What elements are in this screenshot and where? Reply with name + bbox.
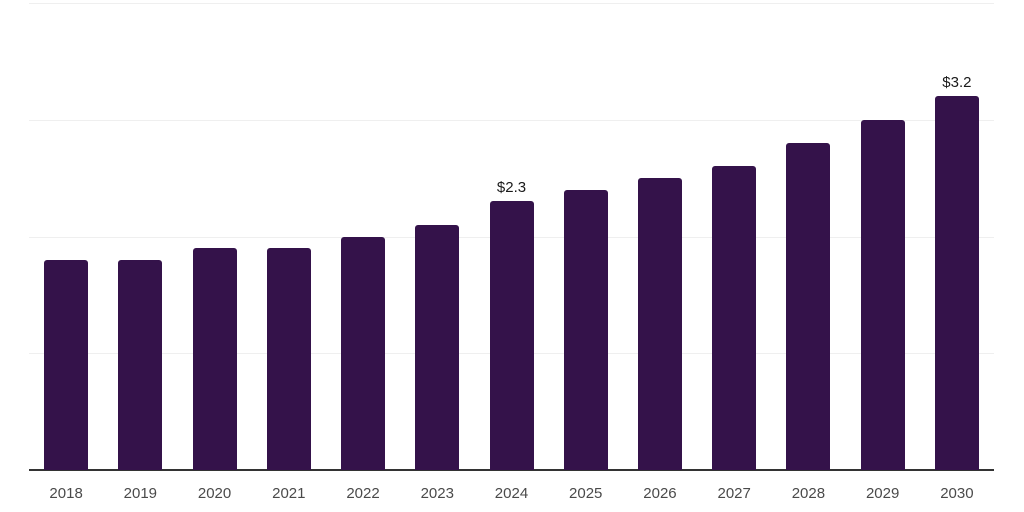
bar-2025: [563, 189, 608, 470]
gridline: [29, 3, 994, 4]
x-axis-tick-label-2025: 2025: [569, 485, 603, 502]
bar-2018: [44, 259, 89, 470]
bar-2024: [489, 201, 534, 470]
x-axis-labels: 2018 2019 2020 2021 2022 2023 2024 2025 2026 2027…: [29, 485, 994, 505]
bar-2021: [266, 248, 311, 470]
gridline: [29, 119, 994, 121]
chart-plot-area: $2.3 $3.2: [29, 3, 994, 471]
x-axis-tick-label-2020: 2020: [197, 485, 232, 502]
bar-2027: [712, 166, 757, 470]
bar-2028: [786, 143, 831, 470]
x-axis-tick-label-2019: 2019: [123, 485, 158, 502]
bar-2029: [860, 119, 905, 470]
bar-2019: [118, 259, 163, 470]
x-axis-tick-label-2022: 2022: [346, 485, 380, 502]
bar-value-label-2024: $2.3: [496, 179, 527, 197]
x-axis-tick-label-2029: 2029: [865, 485, 900, 502]
x-axis-line: [29, 469, 994, 471]
bar-2023: [415, 224, 460, 470]
bar-2030: [934, 96, 979, 470]
bar-2020: [192, 248, 237, 470]
x-axis-tick-label-2023: 2023: [420, 485, 454, 502]
x-axis-tick-label-2024: 2024: [494, 485, 529, 502]
x-axis-tick-label-2026: 2026: [643, 485, 677, 502]
x-axis-tick-label-2030: 2030: [940, 485, 974, 502]
bar-value-label-2030: $3.2: [942, 74, 972, 92]
bar-2026: [637, 178, 682, 470]
x-axis-tick-label-2021: 2021: [272, 485, 306, 502]
x-axis-tick-label-2028: 2028: [791, 485, 826, 502]
x-axis-tick-label-2018: 2018: [49, 485, 83, 502]
bar-2022: [341, 236, 386, 470]
x-axis-tick-label-2027: 2027: [717, 485, 751, 502]
